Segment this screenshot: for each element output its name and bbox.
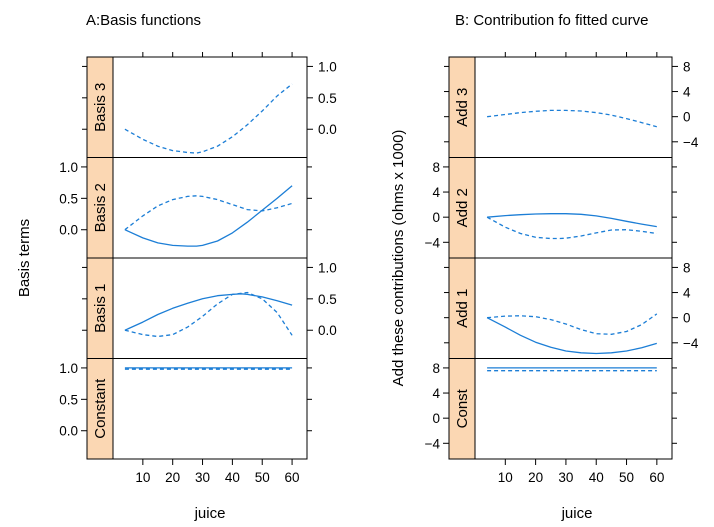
chart-a-basis-functions: A:Basis functions juice Basis terms Basi… (16, 12, 337, 522)
chart-a-xtick-label: 20 (165, 470, 180, 485)
chart-b-panel-3-ytick-label: −4 (683, 336, 699, 351)
chart-a-panel-1-ytick-label: 0.0 (318, 122, 337, 137)
chart-a-x-axis-label: juice (194, 505, 226, 522)
chart-b-panel-3-strip-label: Add 1 (454, 289, 471, 328)
chart-b-panel-1-strip-label: Add 3 (454, 88, 471, 127)
chart-a-y-axis-label: Basis terms (16, 219, 33, 297)
chart-b-panel-1-series-dashed (487, 109, 657, 128)
chart-b-panel-2: Add 2 −4 0 4 8 (425, 157, 677, 259)
chart-b-panel-2-ytick-label: 0 (432, 210, 440, 225)
chart-b-y-axis-label: Add these contributions (ohms x 1000) (390, 130, 407, 387)
chart-a-panel-3-ytick-label: 0.0 (318, 323, 337, 338)
chart-b-xtick-label: 10 (498, 470, 513, 485)
chart-b-outer-frame (448, 56, 673, 460)
chart-b-contributions: B: Contribution fo fitted curve juice Ad… (390, 12, 699, 522)
chart-b-panel-2-frame (474, 157, 673, 259)
chart-b-panel-1-ytick-label: −4 (683, 135, 699, 150)
chart-b-title: B: Contribution fo fitted curve (455, 12, 648, 29)
chart-a-panel-4-frame (112, 358, 308, 460)
chart-b-panel-3-ytick-label: 4 (683, 286, 691, 301)
chart-b-panel-3-strip (448, 257, 476, 359)
chart-b-panel-2-ytick-label: −4 (425, 235, 441, 250)
chart-b-panel-1-ytick-label: 0 (683, 110, 691, 125)
chart-b-panel-4-frame (474, 358, 673, 460)
chart-a-title: A:Basis functions (86, 12, 201, 29)
chart-a-panel-4-ytick-label: 1.0 (59, 361, 78, 376)
chart-b-panel-1-strip (448, 56, 476, 158)
chart-b-panel-2-series-solid (487, 213, 657, 228)
chart-b-xtick-label: 60 (649, 470, 664, 485)
chart-b-xtick-label: 40 (589, 470, 604, 485)
chart-b-panel-2-series-dashed (486, 216, 657, 240)
chart-a-panel-2-ytick-label: 0.5 (59, 191, 78, 206)
chart-b-panel-4-ytick-label: −4 (425, 436, 441, 451)
chart-a-panel-1-series-dashed (124, 83, 293, 154)
chart-b-panel-1: Add 3 −4 0 4 8 (444, 56, 699, 158)
chart-b-panel-2-ytick-label: 8 (432, 160, 440, 175)
chart-a-panel-2-strip-label: Basis 2 (92, 183, 109, 232)
chart-a-panel-3-series-dashed (124, 291, 293, 338)
chart-b-panel-3-series-solid (486, 317, 657, 355)
chart-a-panel-4-ytick-label: 0.5 (59, 392, 78, 407)
chart-a-panel-2: Basis 2 0.0 0.5 1.0 (59, 157, 312, 259)
chart-b-xtick-label: 50 (619, 470, 634, 485)
chart-a-panel-1: Basis 3 0.0 0.5 1.0 (82, 56, 337, 158)
chart-a-xtick-label: 30 (195, 470, 210, 485)
chart-a-panel-2-ytick-label: 0.0 (59, 223, 78, 238)
chart-a-panel-3-frame (112, 257, 308, 359)
chart-b-panel-4-strip-label: Const (454, 388, 471, 428)
chart-a-panel-1-frame (112, 56, 308, 158)
chart-b-panel-4-ytick-label: 0 (432, 411, 440, 426)
chart-a-panel-2-series-solid (124, 185, 293, 247)
chart-a-panel-3-ytick-label: 0.5 (318, 292, 337, 307)
chart-a-panel-1-ytick-label: 0.5 (318, 91, 337, 106)
chart-a-panel-4-strip-label: Constant (92, 378, 109, 439)
chart-b-panel-3: Add 1 −4 0 4 8 (444, 257, 699, 359)
chart-a-xtick-label: 40 (225, 470, 240, 485)
chart-a-panel-2-ytick-label: 1.0 (59, 160, 78, 175)
chart-a-outer-frame (86, 56, 308, 460)
chart-a-panel-4-ytick-label: 0.0 (59, 424, 78, 439)
chart-a-panel-3: Basis 1 0.0 0.5 1.0 (82, 257, 337, 359)
chart-b-panel-1-ytick-label: 8 (683, 59, 691, 74)
chart-b-panel-2-ytick-label: 4 (432, 185, 440, 200)
chart-b-panel-4-strip (448, 358, 476, 460)
chart-b-panel-1-frame (474, 56, 673, 158)
chart-b-panels: Add 3 −4 0 4 8 Add 2 −4 0 4 8 Add 1 −4 0 4 8 Const −4 0 4 8… (425, 52, 699, 485)
chart-b-xtick-label: 20 (528, 470, 543, 485)
chart-b-panel-2-strip-label: Add 2 (454, 188, 471, 227)
chart-b-panel-3-frame (474, 257, 673, 359)
chart-b-panel-3-ytick-label: 8 (683, 260, 691, 275)
chart-a-panel-2-series-dashed (124, 195, 293, 231)
chart-a-panel-3-series-solid (124, 293, 293, 331)
chart-b-xtick-label: 30 (558, 470, 573, 485)
chart-a-panel-1-strip-label: Basis 3 (92, 83, 109, 132)
chart-a-xtick-label: 10 (135, 470, 150, 485)
chart-a-panel-4: Constant 0.0 0.5 1.0 (59, 358, 312, 460)
chart-b-x-axis-label: juice (561, 505, 593, 522)
chart-a-panel-3-strip-label: Basis 1 (92, 284, 109, 333)
chart-b-panel-4: Const −4 0 4 8 (425, 358, 677, 460)
chart-a-panel-1-ytick-label: 1.0 (318, 59, 337, 74)
chart-a-panels: Basis 3 0.0 0.5 1.0 Basis 2 0.0 0.5 1.0 Basis 1 0… (59, 52, 337, 485)
chart-b-panel-4-ytick-label: 4 (432, 386, 440, 401)
chart-b-panel-1-ytick-label: 4 (683, 85, 691, 100)
chart-b-panel-3-ytick-label: 0 (683, 311, 691, 326)
chart-b-panel-4-ytick-label: 8 (432, 361, 440, 376)
chart-a-panel-3-ytick-label: 1.0 (318, 260, 337, 275)
chart-a-xtick-label: 60 (285, 470, 300, 485)
chart-a-xtick-label: 50 (255, 470, 270, 485)
chart-b-panel-3-series-dashed (487, 313, 658, 335)
